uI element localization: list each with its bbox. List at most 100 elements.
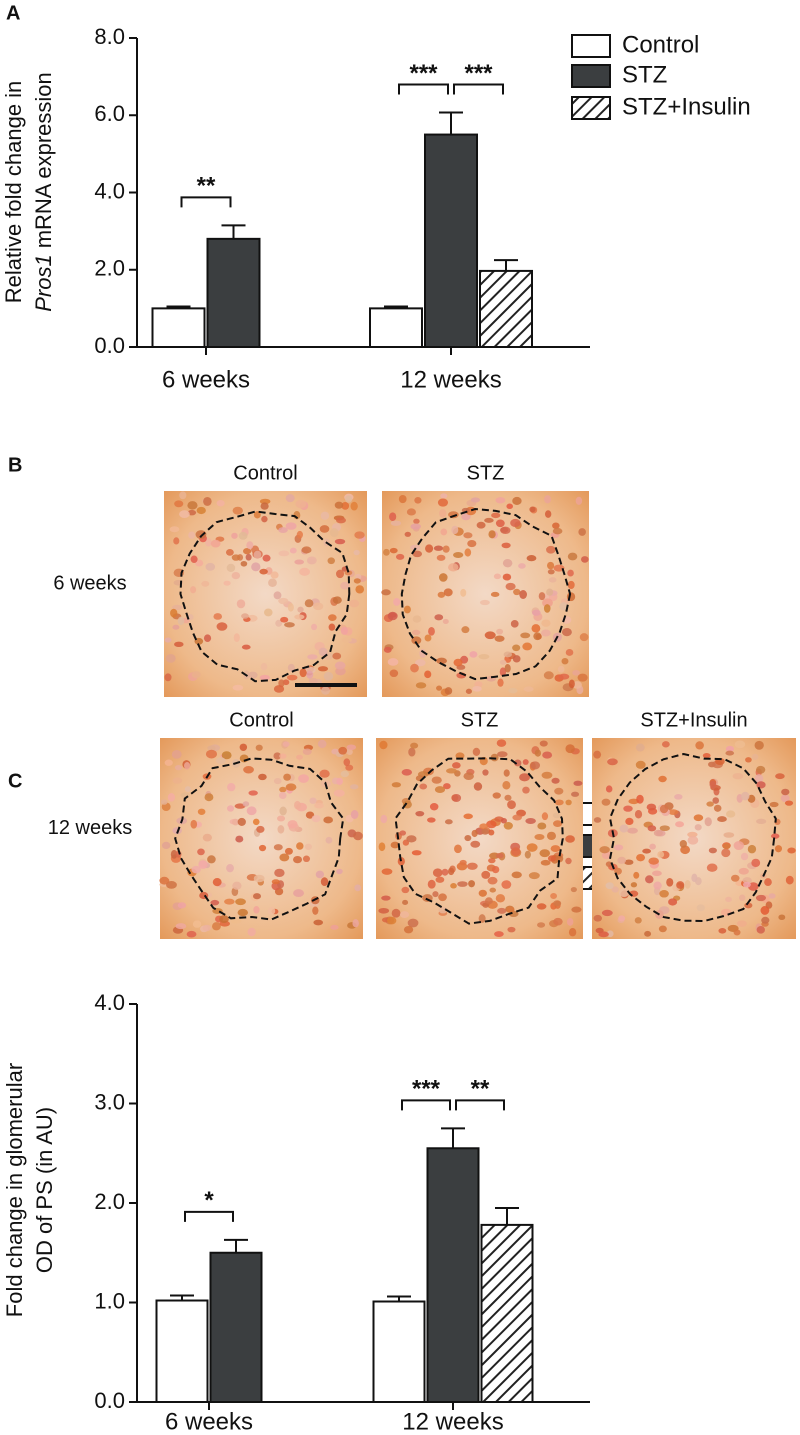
cell bbox=[473, 782, 483, 791]
cell bbox=[278, 550, 290, 557]
cell bbox=[607, 758, 618, 766]
cell bbox=[424, 670, 432, 679]
cell bbox=[202, 924, 212, 932]
significance-bracket bbox=[401, 1099, 451, 1111]
cell bbox=[256, 825, 265, 833]
glomerulus-outline bbox=[394, 757, 564, 925]
cell bbox=[260, 502, 269, 510]
cell bbox=[425, 544, 434, 553]
micrograph bbox=[376, 738, 583, 939]
x-tick-label: 6 weeks bbox=[165, 1408, 253, 1435]
bar bbox=[480, 1223, 534, 1404]
cell bbox=[450, 883, 457, 889]
cell bbox=[304, 599, 314, 608]
cell bbox=[387, 658, 399, 666]
cell bbox=[465, 688, 472, 694]
cell bbox=[754, 740, 764, 750]
cell bbox=[734, 740, 746, 749]
cell bbox=[717, 816, 727, 823]
cell bbox=[558, 673, 570, 680]
legend-swatch bbox=[571, 34, 611, 58]
cell bbox=[633, 871, 640, 879]
cell bbox=[273, 777, 282, 785]
cell bbox=[519, 590, 527, 599]
cell bbox=[205, 749, 217, 759]
cell bbox=[231, 554, 241, 561]
cell bbox=[311, 814, 321, 823]
cell bbox=[171, 750, 182, 759]
cell bbox=[398, 494, 407, 504]
cell bbox=[340, 770, 350, 778]
cell bbox=[255, 744, 263, 751]
cell bbox=[403, 925, 414, 934]
cell bbox=[506, 906, 515, 913]
cell bbox=[448, 563, 459, 572]
cell bbox=[224, 898, 235, 905]
cell bbox=[691, 873, 698, 883]
cell bbox=[618, 915, 626, 922]
cell bbox=[246, 806, 257, 816]
cell bbox=[523, 686, 534, 692]
cell bbox=[205, 562, 216, 571]
cell bbox=[325, 836, 333, 844]
cell bbox=[164, 759, 173, 766]
cell bbox=[459, 859, 467, 866]
cell bbox=[760, 906, 770, 915]
bar bbox=[426, 1147, 480, 1404]
cell bbox=[713, 804, 722, 812]
cell bbox=[534, 749, 542, 757]
cell bbox=[284, 622, 295, 628]
cell bbox=[539, 740, 548, 747]
cell bbox=[433, 545, 444, 551]
cell bbox=[353, 831, 363, 841]
cell bbox=[544, 495, 552, 504]
cell bbox=[725, 750, 735, 756]
cell bbox=[413, 518, 420, 524]
cell bbox=[279, 806, 287, 816]
y-tick-label: 6.0 bbox=[94, 101, 125, 126]
cell bbox=[383, 646, 392, 653]
cell bbox=[304, 666, 316, 674]
cell bbox=[511, 847, 521, 857]
cell bbox=[334, 661, 346, 670]
cell bbox=[262, 554, 271, 562]
cell bbox=[287, 603, 294, 612]
cell bbox=[553, 564, 565, 572]
cell bbox=[601, 798, 611, 806]
cell bbox=[175, 923, 187, 930]
cell bbox=[213, 613, 223, 620]
cell bbox=[644, 930, 652, 937]
cell bbox=[407, 918, 419, 928]
cell bbox=[554, 799, 564, 806]
cell bbox=[619, 824, 629, 833]
cell bbox=[725, 745, 735, 753]
cell bbox=[280, 616, 289, 623]
significance-label: *** bbox=[464, 60, 493, 87]
row-label: 6 weeks bbox=[53, 572, 126, 594]
cell bbox=[284, 847, 293, 855]
cell bbox=[404, 531, 412, 537]
cell bbox=[551, 777, 560, 784]
cell bbox=[273, 685, 285, 693]
cell bbox=[522, 642, 533, 651]
cell bbox=[390, 841, 400, 849]
cell bbox=[745, 757, 752, 763]
cell bbox=[505, 582, 516, 591]
cell bbox=[472, 685, 482, 692]
cell bbox=[429, 803, 439, 811]
cell bbox=[571, 906, 582, 913]
cell bbox=[605, 785, 613, 793]
cell bbox=[502, 558, 513, 568]
cell bbox=[389, 547, 398, 554]
micrograph bbox=[164, 491, 367, 697]
y-tick-label: 8.0 bbox=[94, 24, 125, 49]
cell bbox=[289, 547, 297, 554]
cell bbox=[352, 919, 359, 928]
cell bbox=[428, 627, 435, 636]
y-axis-label-part: Relative fold change in bbox=[1, 81, 26, 304]
y-tick-label: 0.0 bbox=[94, 333, 125, 358]
cell bbox=[771, 833, 780, 839]
cell bbox=[432, 891, 439, 898]
cell bbox=[484, 517, 494, 523]
cell bbox=[769, 801, 779, 808]
